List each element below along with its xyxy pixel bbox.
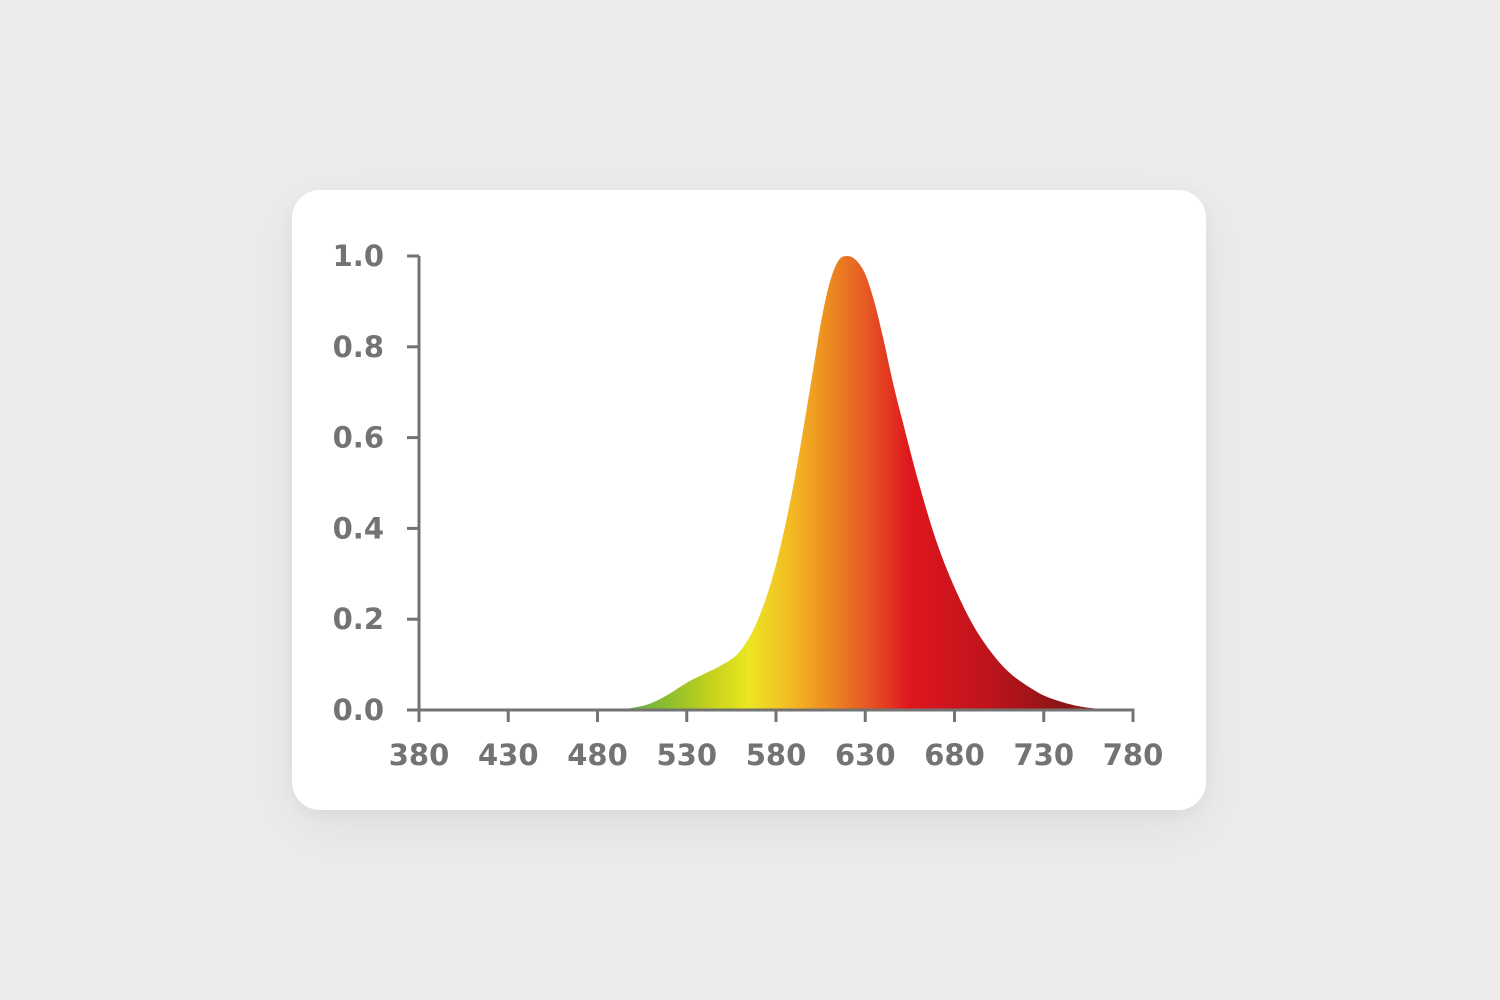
area-layer [597,256,1133,710]
x-tick-label: 430 [478,738,539,772]
y-tick-label: 0.8 [333,330,384,364]
y-tick-label: 1.0 [333,239,384,273]
x-tick-label: 580 [746,738,807,772]
label-layer: 0.0 0.2 0.4 0.6 0.8 1.0 380 430 480 530 580 630 680 7… [333,239,1164,772]
x-tick-label: 630 [835,738,896,772]
x-tick-label: 380 [389,738,450,772]
y-tick-label: 0.0 [333,693,384,727]
y-tick-label: 0.4 [333,511,384,545]
spectrum-area [597,256,1133,710]
y-tick-label: 0.2 [333,602,384,636]
axis-layer [407,254,1135,722]
x-tick-label: 680 [924,738,985,772]
x-tick-label: 730 [1013,738,1074,772]
x-tick-label: 530 [656,738,717,772]
x-tick-label: 780 [1103,738,1164,772]
x-tick-label: 480 [567,738,628,772]
y-tick-label: 0.6 [333,421,384,455]
